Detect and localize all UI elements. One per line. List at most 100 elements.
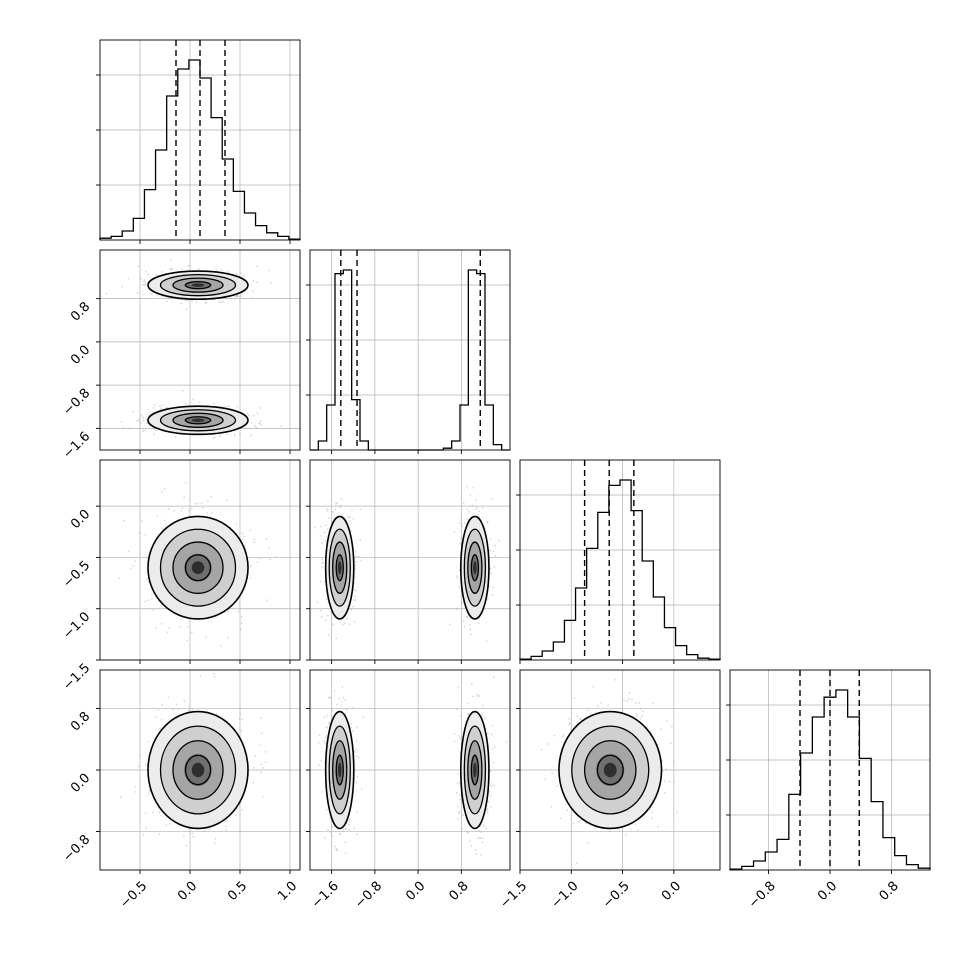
scatter-point <box>463 625 466 628</box>
scatter-point <box>140 520 143 523</box>
scatter-point <box>467 831 469 834</box>
scatter-point <box>490 498 493 500</box>
scatter-point <box>481 841 484 844</box>
scatter-point <box>568 717 571 720</box>
scatter-point <box>351 509 353 511</box>
scatter-point <box>190 507 193 510</box>
x-tick-label: 0.0 <box>403 879 428 904</box>
scatter-point <box>625 834 627 837</box>
scatter-point <box>279 425 282 428</box>
scatter-point <box>562 735 565 738</box>
scatter-frame <box>99 459 301 661</box>
scatter-point <box>240 622 243 625</box>
scatter-point <box>460 518 463 521</box>
scatter-point <box>341 514 344 517</box>
scatter-point <box>251 290 254 293</box>
scatter-point <box>491 724 494 727</box>
scatter-point <box>168 627 171 630</box>
scatter-point <box>356 833 359 836</box>
contour-level <box>172 541 224 594</box>
scatter-point <box>246 412 249 415</box>
contour-level <box>184 280 212 290</box>
scatter-point <box>456 608 458 611</box>
scatter-point <box>341 700 344 703</box>
scatter-point <box>181 617 183 620</box>
scatter-point <box>318 734 321 736</box>
scatter-point <box>173 509 176 512</box>
scatter-point <box>636 714 639 717</box>
contour-level <box>460 515 490 620</box>
scatter-point <box>262 766 265 769</box>
scatter-point <box>144 281 147 284</box>
scatter-point <box>269 558 272 561</box>
scatter-point <box>155 716 158 719</box>
scatter-point <box>348 820 351 823</box>
scatter-point <box>320 525 322 528</box>
scatter-panel-3-1 <box>306 670 510 874</box>
scatter-point <box>190 631 193 634</box>
scatter-point <box>152 427 155 430</box>
scatter-point <box>665 768 667 771</box>
scatter-point <box>339 504 342 507</box>
scatter-point <box>354 560 357 563</box>
scatter-point <box>339 506 342 509</box>
scatter-point <box>268 269 271 272</box>
scatter-point <box>320 542 323 544</box>
scatter-point <box>213 436 216 439</box>
scatter-point <box>490 805 492 808</box>
scatter-point <box>586 841 589 844</box>
scatter-point <box>268 547 271 549</box>
scatter-point <box>185 308 188 311</box>
scatter-point <box>183 496 186 499</box>
x-tick-label: −0.5 <box>600 879 633 912</box>
scatter-point <box>326 714 329 717</box>
scatter-point <box>150 593 153 596</box>
scatter-point <box>492 676 495 679</box>
scatter-point <box>487 812 489 815</box>
scatter-point <box>600 702 602 704</box>
scatter-point <box>166 631 169 634</box>
scatter-point <box>200 502 203 505</box>
scatter-point <box>198 401 201 404</box>
scatter-point <box>191 709 194 711</box>
scatter-point <box>245 427 248 430</box>
scatter-point <box>326 726 329 729</box>
scatter-point <box>250 434 253 437</box>
scatter-point <box>359 538 362 541</box>
scatter-point <box>240 294 242 297</box>
scatter-point <box>327 633 330 636</box>
scatter-point <box>353 751 356 754</box>
scatter-point <box>204 301 207 304</box>
scatter-point <box>254 425 256 427</box>
scatter-point <box>330 521 333 523</box>
scatter-point <box>623 699 626 702</box>
scatter-point <box>359 508 362 511</box>
scatter-point <box>160 814 163 817</box>
scatter-point <box>235 272 238 275</box>
scatter-frame <box>519 669 721 871</box>
scatter-point <box>144 600 147 603</box>
scatter-point <box>328 817 331 820</box>
scatter-point <box>210 496 213 499</box>
scatter-point <box>143 283 146 286</box>
scatter-point <box>355 589 357 592</box>
scatter-point <box>486 521 489 524</box>
scatter-point <box>339 621 342 624</box>
scatter-point <box>505 741 508 743</box>
scatter-point <box>469 623 471 626</box>
hist-panel-1 <box>306 250 510 454</box>
scatter-point <box>329 612 332 615</box>
scatter-point <box>256 412 259 415</box>
scatter-point <box>205 302 208 305</box>
contour-level <box>324 515 355 620</box>
scatter-point <box>260 732 263 735</box>
scatter-point <box>234 295 237 298</box>
scatter-point <box>348 623 351 626</box>
scatter-point <box>488 792 491 795</box>
scatter-point <box>325 524 327 527</box>
scatter-point <box>225 405 228 408</box>
scatter-point <box>485 827 487 830</box>
scatter-point <box>630 828 633 831</box>
scatter-point <box>656 825 659 828</box>
scatter-point <box>362 716 365 718</box>
